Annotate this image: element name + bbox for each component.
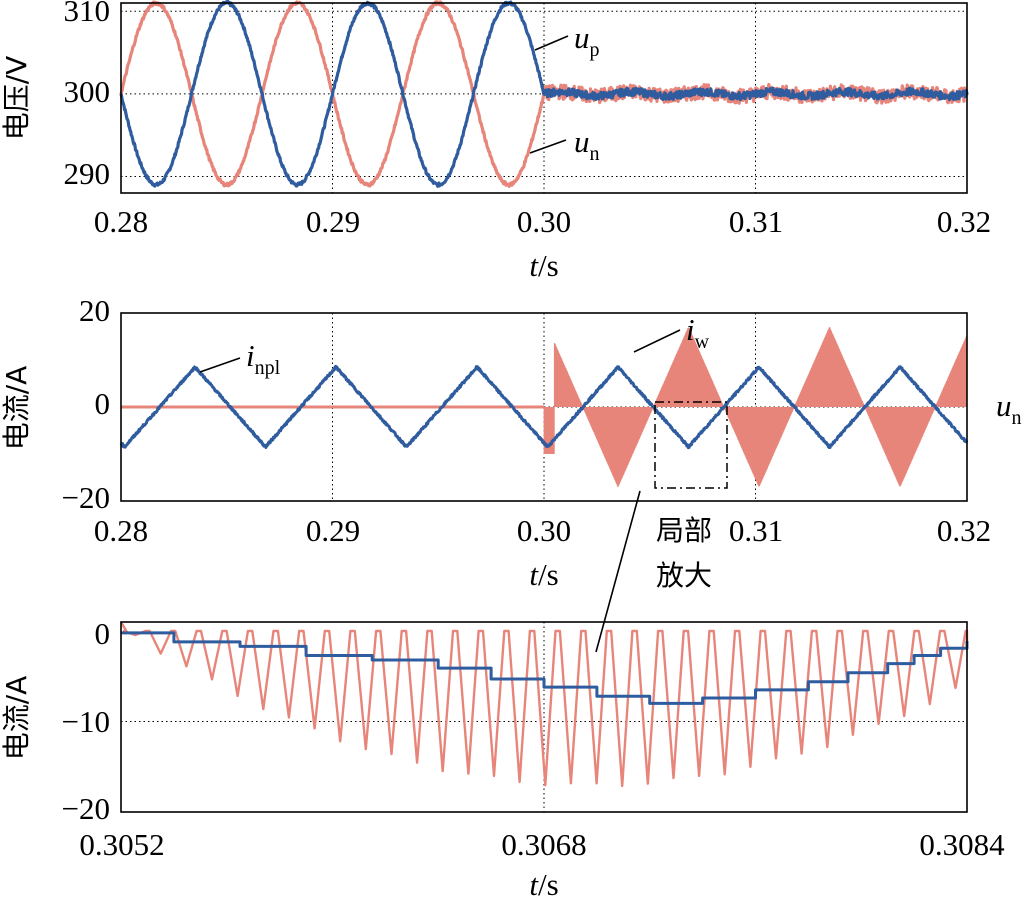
current-xtick-0.29: 0.29	[306, 513, 360, 548]
up-series-line	[119, 0, 969, 188]
zoom-y-ticks: 0 −10 −20	[62, 616, 110, 826]
zoom-label-line1: 局部	[656, 514, 712, 547]
zoom-label-line2: 放大	[656, 559, 712, 592]
current-y-axis-label: 电流/A	[0, 366, 33, 451]
clipped-un-label: un	[996, 388, 1022, 429]
iw-annotation-leader	[633, 329, 681, 353]
current-ytick-0: 0	[95, 386, 111, 421]
zoom-ytick-neg10: −10	[62, 704, 110, 739]
current-axes-frame	[120, 312, 968, 502]
inpl-annotation-leader	[199, 357, 241, 373]
inpl-zoom-staircase	[121, 631, 969, 705]
voltage-xtick-0.31: 0.31	[729, 204, 783, 239]
iw-zoom-pwm-pulses	[119, 621, 969, 788]
voltage-y-axis-label: 电压/V	[0, 56, 33, 141]
zoom-panel: 0 −10 −20 0.3052 0.3068 0.3084 t/s 电流/A	[0, 616, 1005, 900]
voltage-plot-area	[119, 0, 969, 188]
up-series-label: up	[574, 20, 600, 61]
inpl-series-label: inpl	[246, 338, 281, 379]
zoom-x-axis-label: t/s	[529, 867, 558, 900]
current-xtick-0.32: 0.32	[937, 513, 991, 548]
voltage-axes-frame	[120, 2, 968, 194]
zoom-ytick-0: 0	[95, 616, 111, 651]
current-xtick-0.31: 0.31	[729, 513, 783, 548]
inpl-series-line	[119, 364, 969, 450]
current-x-ticks: 0.28 0.29 0.30 0.31 0.32	[94, 513, 991, 548]
voltage-xtick-0.29: 0.29	[306, 204, 360, 239]
zoom-connector-line	[595, 490, 641, 653]
iw-series-pwm	[543, 327, 968, 487]
current-x-axis-label: t/s	[529, 557, 558, 592]
zoom-xtick-0.3052: 0.3052	[79, 827, 164, 862]
zoom-xtick-0.3068: 0.3068	[501, 827, 586, 862]
voltage-xtick-0.28: 0.28	[94, 204, 148, 239]
voltage-xtick-0.32: 0.32	[937, 204, 991, 239]
current-y-ticks: 20 0 −20	[62, 293, 110, 515]
current-ytick-20: 20	[79, 293, 110, 328]
voltage-ytick-300: 300	[64, 74, 111, 109]
voltage-xtick-0.30: 0.30	[517, 204, 571, 239]
voltage-x-axis-label: t/s	[529, 248, 558, 283]
zoom-ytick-neg20: −20	[62, 791, 110, 826]
up-annotation-leader	[534, 35, 569, 51]
voltage-x-ticks: 0.28 0.29 0.30 0.31 0.32	[94, 204, 991, 239]
zoom-plot-area	[119, 621, 969, 788]
current-plot-area	[119, 327, 969, 487]
voltage-y-ticks: 310 300 290	[64, 0, 111, 191]
current-xtick-0.28: 0.28	[94, 513, 148, 548]
zoom-xtick-0.3084: 0.3084	[919, 827, 1005, 862]
current-panel: 20 0 −20 0.28 0.29 0.30 0.31 0.32 t/s 电流…	[0, 293, 1022, 653]
un-series-label: un	[574, 124, 600, 165]
voltage-ytick-290: 290	[64, 156, 111, 191]
zoom-axes-frame	[120, 621, 968, 813]
voltage-panel: 310 300 290 0.28 0.29 0.30 0.31 0.32 t/s…	[0, 0, 991, 283]
iw-series-label: iw	[686, 312, 710, 353]
current-xtick-0.30: 0.30	[517, 513, 571, 548]
zoom-region-box	[654, 401, 728, 489]
zoom-y-axis-label: 电流/A	[0, 676, 33, 761]
current-ytick-neg20: −20	[62, 480, 110, 515]
zoom-x-ticks: 0.3052 0.3068 0.3084	[79, 827, 1005, 862]
un-annotation-leader	[529, 139, 567, 154]
voltage-ytick-310: 310	[64, 0, 111, 28]
